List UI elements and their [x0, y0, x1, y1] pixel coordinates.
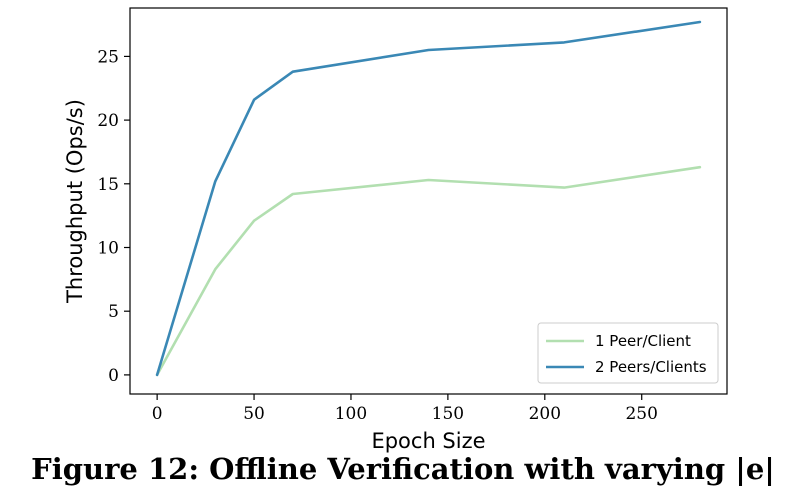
plot-frame — [129, 7, 728, 395]
y-tick-label: 20 — [97, 111, 119, 131]
legend: 1 Peer/Client 2 Peers/Clients — [537, 322, 719, 384]
x-tick-label: 0 — [152, 404, 163, 424]
y-axis-label: Throughput (Ops/s) — [63, 99, 87, 304]
y-tick-label: 25 — [97, 47, 119, 67]
series-line-1 — [155, 165, 702, 377]
figure-caption: Figure 12: Offline Verification with var… — [31, 452, 775, 486]
x-axis-label: Epoch Size — [371, 429, 485, 453]
series-line-2 — [155, 20, 702, 377]
y-tick-label: 15 — [97, 175, 119, 195]
x-tick-label: 200 — [529, 404, 561, 424]
legend-label-1: 1 Peer/Client — [595, 332, 691, 350]
x-tick-label: 50 — [243, 404, 265, 424]
y-tick-label: 0 — [108, 366, 119, 386]
x-tick-label: 150 — [432, 404, 464, 424]
line-chart: 0 50 100 150 200 250 0 5 10 15 20 25 Epoch Size Thr… — [63, 7, 728, 453]
legend-label-2: 2 Peers/Clients — [595, 358, 707, 376]
plot-area: 0 50 100 150 200 250 0 5 10 15 20 25 — [97, 7, 728, 424]
x-tick-label: 250 — [625, 404, 657, 424]
y-tick-label: 10 — [97, 238, 119, 258]
y-tick-label: 5 — [108, 302, 119, 322]
x-tick-label: 100 — [335, 404, 367, 424]
